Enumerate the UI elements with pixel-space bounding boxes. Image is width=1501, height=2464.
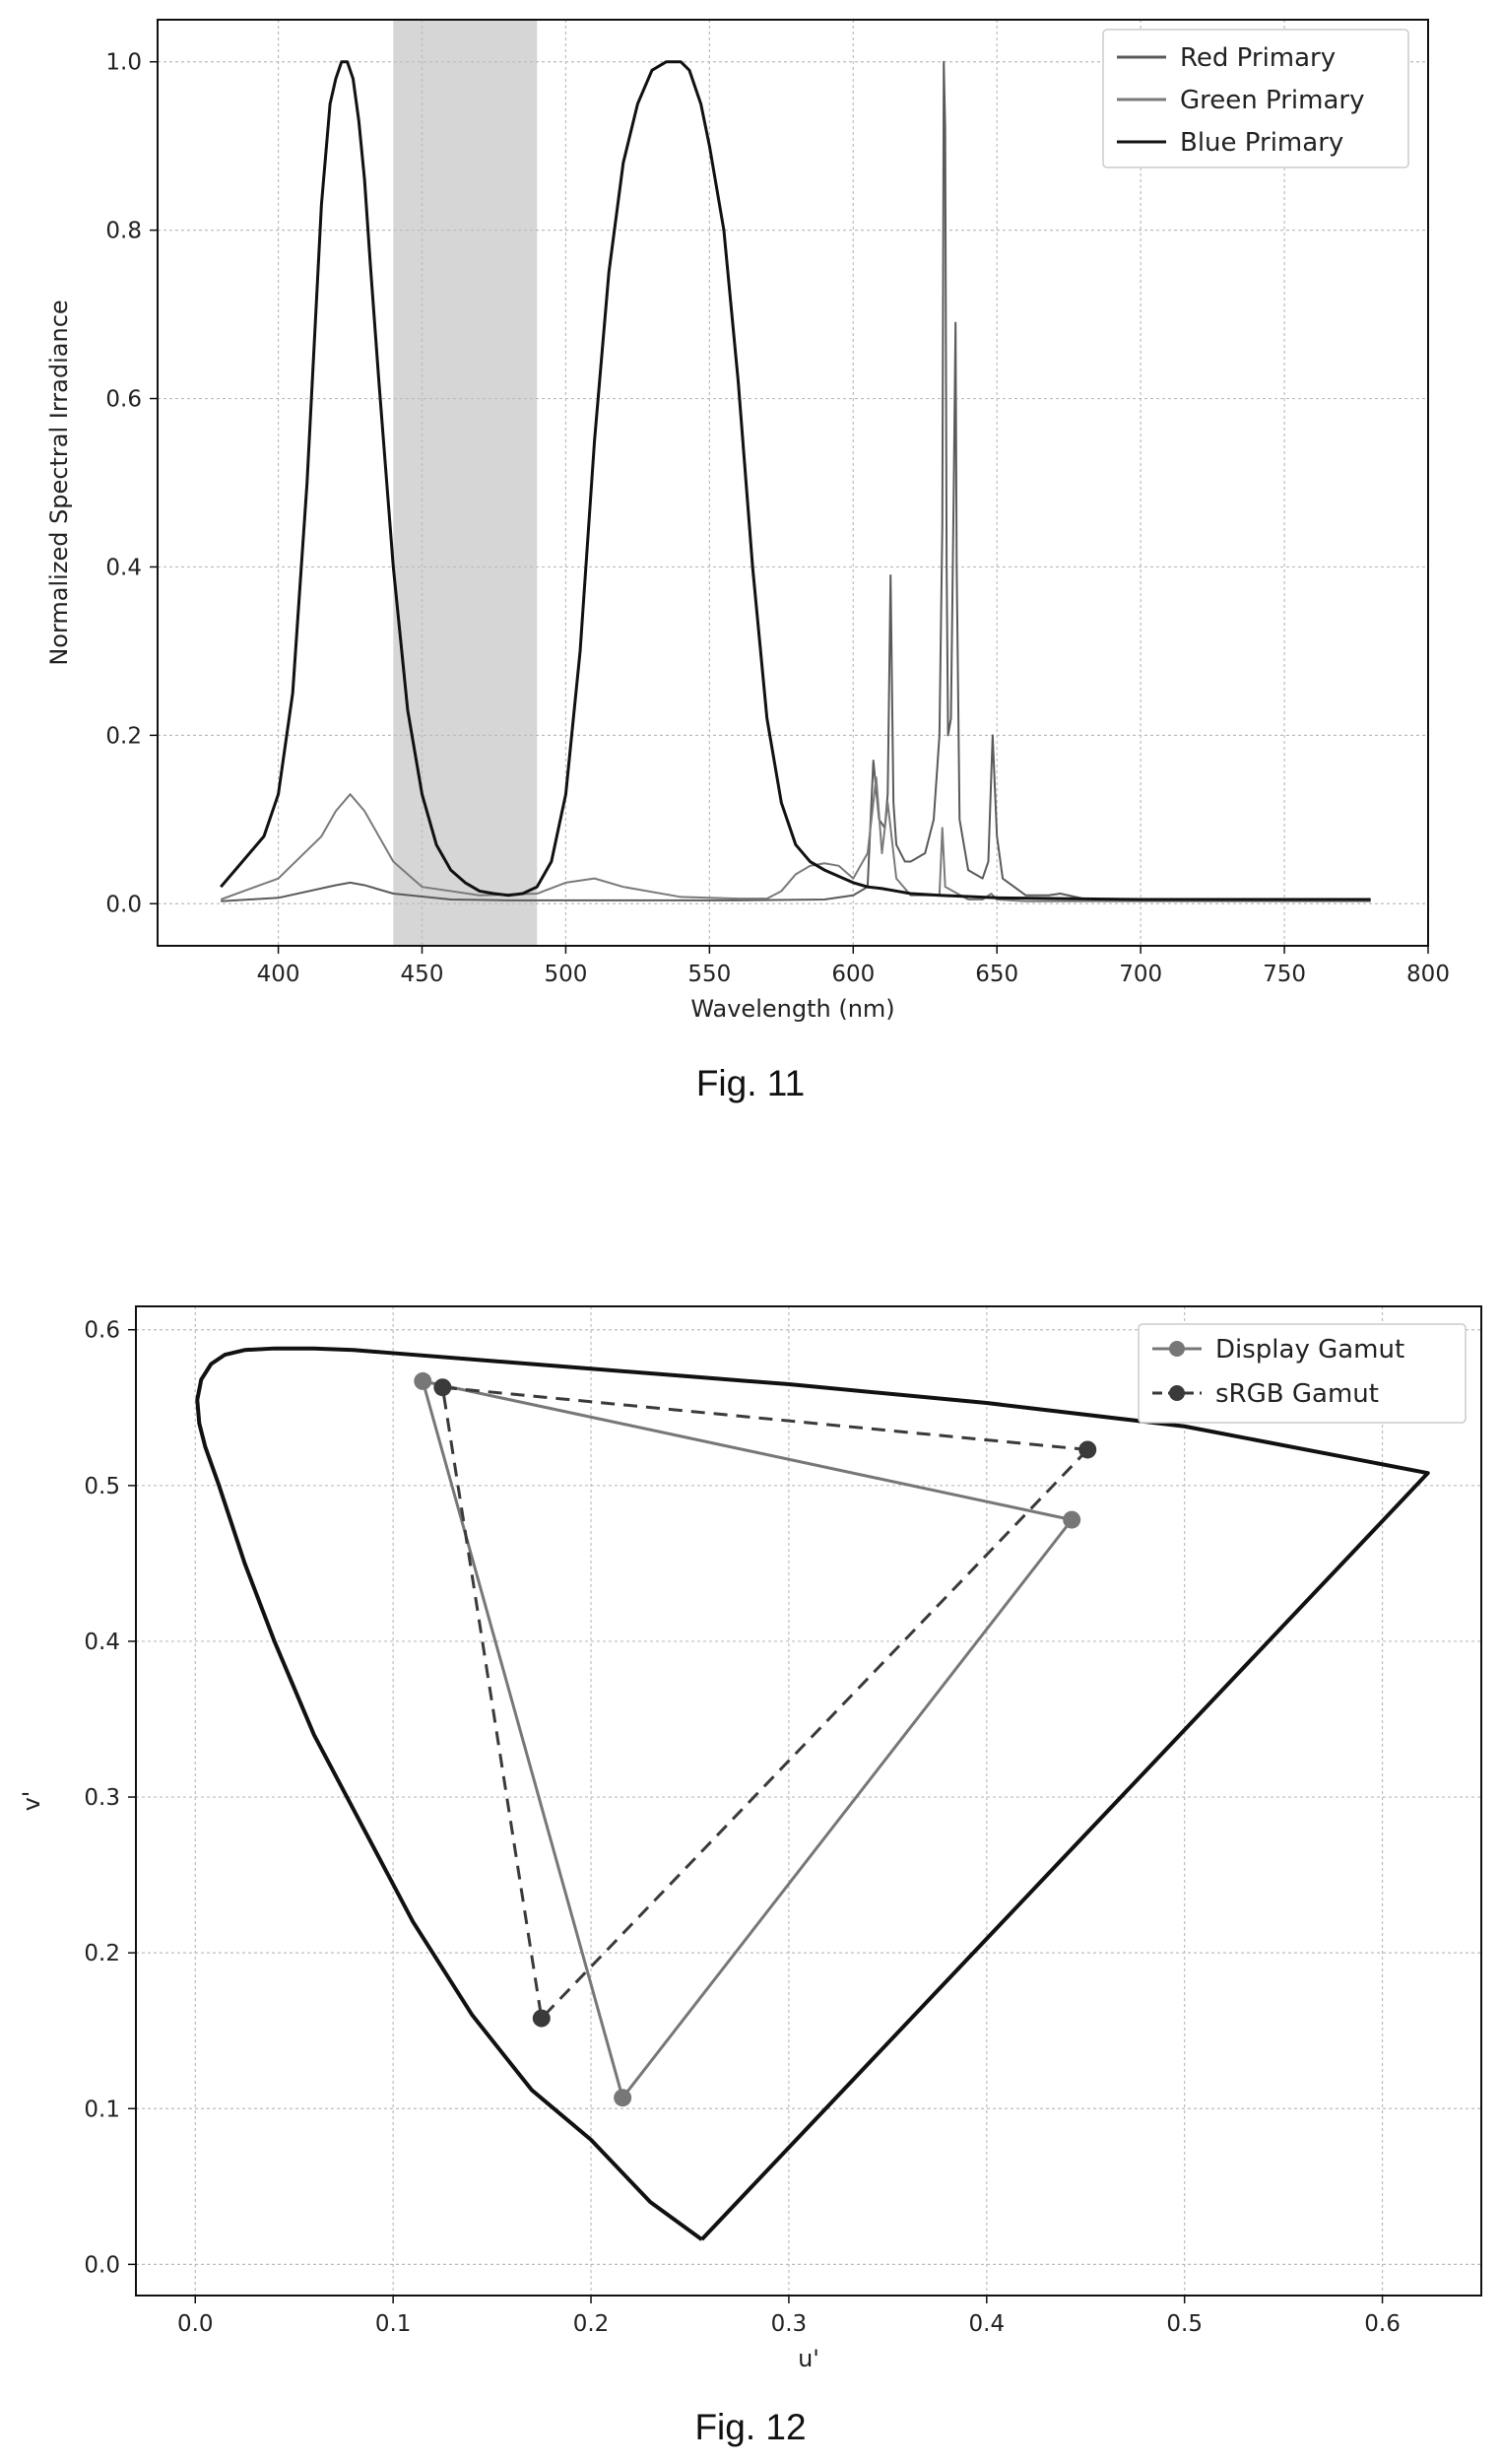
- legend-label: Blue Primary: [1180, 128, 1343, 158]
- x-tick-label: 0.4: [969, 2311, 1006, 2337]
- figure-caption: Fig. 11: [696, 1063, 805, 1103]
- series-marker-1: [1078, 1440, 1097, 1459]
- series-marker-0: [414, 1371, 432, 1390]
- shaded-band: [393, 20, 538, 946]
- y-tick-label: 0.6: [105, 387, 142, 413]
- x-tick-label: 800: [1406, 962, 1450, 987]
- y-axis-label: v': [18, 1791, 45, 1812]
- x-tick-label: 750: [1263, 962, 1306, 987]
- legend-marker-1: [1169, 1385, 1185, 1401]
- x-tick-label: 0.3: [771, 2311, 808, 2337]
- y-axis-label: Normalized Spectral Irradiance: [45, 300, 73, 665]
- plot-frame: [135, 1305, 1482, 2297]
- series-marker-1: [433, 1378, 452, 1397]
- x-tick-label: 500: [544, 962, 587, 987]
- legend-label: Red Primary: [1180, 43, 1336, 73]
- y-tick-label: 0.0: [105, 892, 142, 917]
- y-tick-label: 1.0: [105, 50, 142, 76]
- legend-label: Display Gamut: [1215, 1335, 1404, 1365]
- x-axis-label: u': [798, 2345, 819, 2372]
- series-marker-1: [532, 2009, 551, 2028]
- y-tick-label: 0.6: [84, 1318, 120, 1344]
- series-line-1: [440, 1385, 1089, 2021]
- y-tick-label: 0.4: [84, 1630, 120, 1655]
- x-tick-label: 0.2: [573, 2311, 610, 2337]
- y-tick-label: 0.5: [84, 1474, 120, 1499]
- legend-label: sRGB Gamut: [1215, 1379, 1379, 1409]
- y-tick-label: 0.1: [84, 2097, 120, 2122]
- x-tick-label: 400: [257, 962, 300, 987]
- x-tick-label: 0.1: [375, 2311, 412, 2337]
- x-tick-label: 0.6: [1364, 2311, 1401, 2337]
- spectral-irradiance-chart: 400 450 500 550 600 650 700 750 800 0.0 0.2 0.4 0.6 0…: [45, 19, 1450, 1023]
- series-marker-0: [614, 2089, 632, 2107]
- y-tick-label: 0.4: [105, 555, 142, 580]
- figure-caption: Fig. 12: [694, 2407, 806, 2447]
- series-marker-0: [1063, 1510, 1081, 1529]
- legend-marker-0: [1169, 1341, 1185, 1357]
- y-tick-label: 0.3: [84, 1785, 120, 1811]
- x-tick-label: 0.5: [1166, 2311, 1203, 2337]
- x-tick-label: 450: [401, 962, 444, 987]
- legend-label: Green Primary: [1180, 86, 1364, 115]
- x-tick-label: 650: [975, 962, 1018, 987]
- x-tick-label: 550: [687, 962, 731, 987]
- series-line-2: [220, 60, 1371, 901]
- y-tick-label: 0.0: [84, 2252, 120, 2278]
- chromaticity-gamut-chart: 0.0 0.1 0.2 0.3 0.4 0.5 0.6 0.0 0.1 0.2 0.3 0.4 0.5 0…: [18, 1305, 1482, 2372]
- spectral-locus-line: [195, 1346, 1430, 2241]
- x-tick-label: 0.0: [177, 2311, 214, 2337]
- legend-box: [1138, 1323, 1467, 1424]
- x-tick-label: 700: [1119, 962, 1162, 987]
- legend-box: [1102, 29, 1409, 168]
- y-tick-label: 0.8: [105, 219, 142, 244]
- series-line-0: [221, 60, 1371, 902]
- y-tick-label: 0.2: [84, 1941, 120, 1966]
- x-axis-label: Wavelength (nm): [690, 995, 894, 1023]
- plot-frame: [157, 19, 1429, 947]
- x-tick-label: 600: [831, 962, 875, 987]
- y-tick-label: 0.2: [105, 723, 142, 749]
- series-line-0: [421, 1379, 1074, 2099]
